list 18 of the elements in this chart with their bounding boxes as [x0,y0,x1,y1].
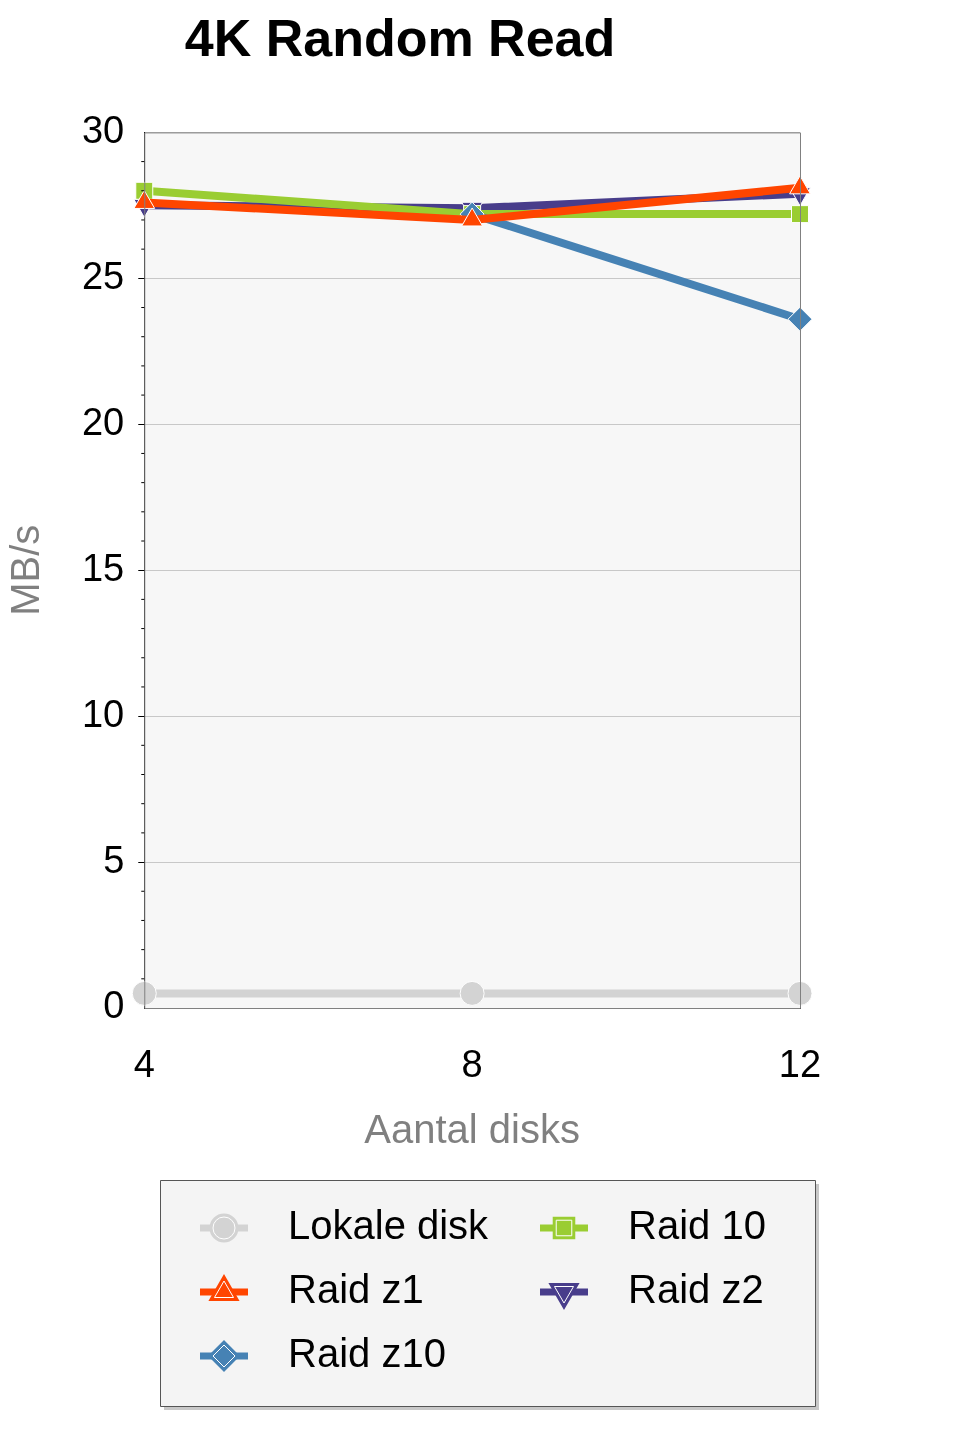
y-tick-label: 10 [81,692,125,735]
legend-label: Lokale disk [288,1203,490,1248]
legend-label: Raid z1 [288,1267,424,1312]
x-axis-title: Aantal disks [364,1107,580,1152]
y-tick-label: 5 [103,838,125,881]
legend-label: Raid z2 [628,1267,764,1312]
y-axis-title: MB/s [3,524,48,616]
y-tick-label: 25 [81,254,125,297]
x-tick-label: 8 [461,1043,483,1086]
x-tick-label: 4 [133,1043,155,1086]
y-tick-label: 0 [103,984,125,1027]
y-tick-label: 20 [81,400,125,443]
legend-label: Raid 10 [628,1203,766,1248]
legend-label: Raid z10 [288,1331,446,1376]
y-tick-label: 15 [81,546,125,589]
x-tick-label: 12 [778,1043,822,1086]
chart-title: 4K Random Read [184,8,616,67]
y-tick-label: 30 [81,108,125,151]
